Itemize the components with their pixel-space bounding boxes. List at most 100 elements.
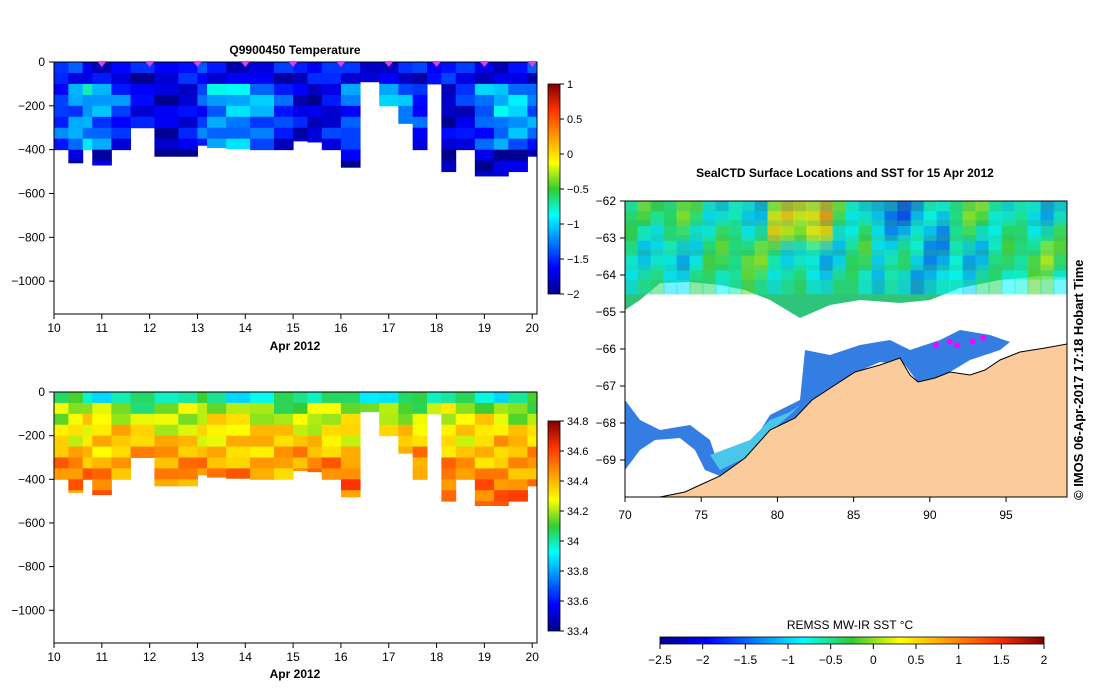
- section-cell: [250, 72, 275, 85]
- temperature-xlabel: Apr 2012: [270, 339, 321, 353]
- section-cell: [412, 457, 428, 469]
- section-cell: [474, 501, 495, 506]
- section-cell: [154, 105, 179, 118]
- map-y-tick-label: −62: [596, 194, 617, 208]
- section-cell: [207, 72, 227, 85]
- section-cell: [293, 105, 308, 118]
- salinity-cells: [54, 392, 537, 506]
- section-cell: [293, 116, 308, 129]
- section-cell: [178, 105, 198, 118]
- section-cell: [527, 392, 537, 404]
- section-cell: [398, 424, 414, 437]
- sst-cell: [962, 270, 977, 295]
- section-cell: [226, 468, 251, 479]
- section-cell: [130, 435, 155, 448]
- section-cell: [197, 83, 208, 96]
- section-cell: [68, 94, 84, 107]
- section-cell: [508, 457, 528, 469]
- colorbar-tick-label: 34.6: [567, 446, 588, 458]
- section-cell: [527, 446, 537, 458]
- section-cell: [474, 435, 495, 448]
- section-cell: [54, 138, 69, 151]
- section-cell: [527, 105, 537, 118]
- sst-cell: [910, 270, 925, 295]
- section-cell: [273, 424, 294, 437]
- section-cell: [154, 116, 179, 129]
- colorbar-tick-label: 33.4: [567, 626, 588, 638]
- section-cell: [527, 94, 537, 107]
- section-cell: [441, 138, 457, 151]
- x-tick-label: 13: [191, 650, 205, 664]
- sst-cell: [754, 270, 769, 295]
- section-cell: [412, 468, 428, 480]
- section-cell: [508, 149, 528, 162]
- section-cell: [273, 413, 294, 426]
- seal-location-marker: [980, 334, 987, 341]
- section-cell: [508, 402, 528, 415]
- section-cell: [207, 116, 227, 129]
- section-cell: [111, 446, 132, 458]
- section-cell: [68, 138, 84, 151]
- seal-locations: [932, 334, 987, 349]
- section-cell: [307, 94, 323, 107]
- section-cell: [82, 138, 93, 151]
- sst-colorbar-tick-label: 0.5: [908, 653, 925, 667]
- sst-cell: [676, 270, 691, 295]
- section-cell: [226, 413, 251, 426]
- section-cell: [493, 435, 509, 448]
- section-cell: [68, 116, 84, 129]
- profile-marker: [289, 62, 298, 67]
- map-y-tick-label: −65: [596, 305, 617, 319]
- section-cell: [92, 83, 112, 96]
- section-cell: [340, 127, 361, 140]
- section-cell: [412, 424, 428, 437]
- sst-colorbar-tick-label: −2: [696, 653, 710, 667]
- section-cell: [178, 62, 198, 74]
- sst-cell: [715, 270, 730, 295]
- section-cell: [54, 457, 69, 469]
- section-cell: [340, 424, 361, 437]
- section-cell: [441, 94, 457, 107]
- antarctic-land: [659, 343, 1067, 497]
- section-cell: [293, 138, 308, 142]
- section-cell: [250, 446, 275, 458]
- section-cell: [178, 457, 198, 469]
- section-cell: [441, 105, 457, 118]
- x-tick-label: 15: [286, 321, 300, 335]
- section-cell: [493, 446, 509, 458]
- section-cell: [493, 501, 509, 506]
- section-cell: [68, 490, 84, 493]
- section-cell: [207, 413, 227, 426]
- sst-cell: [728, 270, 743, 295]
- section-cell: [250, 138, 275, 151]
- sst-colorbar-tick-label: −1.5: [733, 653, 757, 667]
- section-cell: [111, 457, 132, 469]
- section-cell: [273, 127, 294, 140]
- section-cell: [68, 424, 84, 437]
- section-cell: [226, 435, 251, 448]
- section-cell: [154, 62, 179, 74]
- section-cell: [493, 149, 509, 162]
- section-cell: [154, 138, 179, 151]
- section-cell: [82, 435, 93, 448]
- section-cell: [92, 94, 112, 107]
- section-cell: [398, 402, 414, 415]
- colorbar-tick-label: −2: [567, 289, 580, 301]
- temperature-panel: Q9900450 Temperature 10 11 12 13 14 15 16 17 18 1…: [11, 43, 588, 353]
- section-cell: [321, 402, 342, 415]
- section-cell: [398, 83, 414, 96]
- profile-marker: [97, 62, 106, 67]
- sst-cell: [625, 270, 639, 295]
- section-cell: [398, 62, 414, 74]
- section-cell: [474, 457, 495, 469]
- section-cell: [226, 105, 251, 118]
- section-cell: [273, 62, 294, 74]
- x-tick-label: 15: [286, 650, 300, 664]
- section-cell: [92, 160, 112, 166]
- section-cell: [455, 72, 476, 85]
- section-cell: [427, 402, 442, 415]
- section-cell: [293, 127, 308, 140]
- section-cell: [154, 94, 179, 107]
- section-cell: [293, 402, 308, 415]
- section-cell: [273, 402, 294, 415]
